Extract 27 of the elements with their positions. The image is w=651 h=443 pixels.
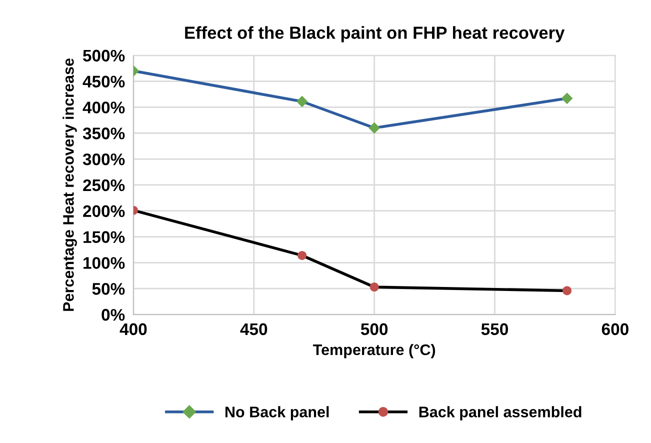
- point: [298, 250, 307, 260]
- legend-label: Back panel assembled: [419, 406, 582, 420]
- x-tick-label: 400: [120, 323, 147, 336]
- y-tick-label: 300%: [82, 153, 125, 166]
- y-tick-label: 400%: [82, 102, 125, 114]
- point: [296, 96, 308, 108]
- x-tick-label: 600: [602, 323, 628, 336]
- y-tick-label: 200%: [83, 205, 125, 218]
- y-tick-label: 450%: [82, 76, 125, 88]
- x-tick-label: 500: [360, 323, 388, 336]
- y-tick-label: 50%: [92, 283, 125, 295]
- y-axis-title: Percentage Heat recovery increase: [62, 58, 77, 311]
- y-tick-label: 350%: [82, 128, 125, 140]
- x-tick-label: 550: [481, 323, 508, 336]
- point: [561, 92, 573, 104]
- y-tick-label: 100%: [84, 257, 125, 269]
- legend-label: No Back panel: [225, 406, 329, 420]
- x-tick-label: 450: [240, 323, 268, 336]
- point: [562, 286, 572, 296]
- y-tick-label: 250%: [83, 179, 125, 192]
- x-axis-title: Temperature (°C): [313, 344, 436, 358]
- point: [368, 122, 380, 134]
- y-tick-label: 0%: [102, 308, 125, 321]
- point: [370, 282, 379, 292]
- y-tick-label: 150%: [84, 231, 125, 243]
- y-tick-label: 500%: [83, 50, 125, 62]
- chart-title: Effect of the Black paint on FHP heat recovery: [185, 26, 565, 42]
